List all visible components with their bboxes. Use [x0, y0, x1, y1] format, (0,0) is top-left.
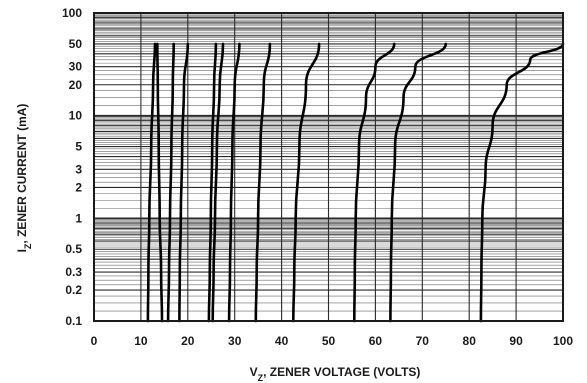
y-tick-label: 20 — [69, 78, 83, 92]
zener-curve — [166, 42, 175, 323]
grid — [94, 13, 563, 322]
x-axis-label: VZ, ZENER VOLTAGE (VOLTS) — [250, 365, 421, 383]
zener-curve — [156, 42, 164, 323]
zener-curve — [146, 42, 157, 323]
zener-curve — [207, 42, 218, 323]
plot-frame — [93, 12, 564, 322]
x-tick-labels: 0 10 20 30 40 50 60 70 80 90 100 — [91, 334, 574, 348]
y-tick-label: 30 — [69, 60, 83, 74]
x-tick-label: 70 — [416, 334, 430, 348]
x-tick-label: 50 — [322, 334, 336, 348]
y-tick-label: 10 — [69, 109, 83, 123]
zener-curve — [254, 42, 272, 323]
y-axis-label: IZ, ZENER CURRENT (mA) — [15, 104, 33, 253]
x-tick-label: 100 — [553, 334, 573, 348]
x-axis-label-main: V — [250, 365, 258, 379]
y-tick-label: 50 — [69, 37, 83, 51]
x-tick-label: 20 — [181, 334, 195, 348]
y-axis-label-rest: , ZENER CURRENT (mA) — [15, 104, 29, 244]
y-tick-label: 0.2 — [65, 283, 82, 297]
zener-curve — [178, 42, 190, 323]
y-tick-label: 0.1 — [65, 314, 82, 328]
y-tick-labels: 100 50 30 20 10 5 3 2 1 0.5 0.3 0.2 0.1 — [62, 6, 82, 328]
x-axis-label-rest: , ZENER VOLTAGE (VOLTS) — [263, 365, 420, 379]
curves — [146, 42, 565, 323]
y-axis-label-main: I — [15, 249, 29, 252]
y-tick-label: 0.5 — [65, 242, 82, 256]
x-tick-label: 40 — [275, 334, 289, 348]
zener-curve — [292, 42, 321, 323]
zener-curve — [227, 42, 241, 323]
zener-curve — [479, 42, 565, 323]
y-tick-label: 3 — [75, 162, 82, 176]
y-tick-label: 5 — [75, 140, 82, 154]
y-tick-label: 1 — [75, 211, 82, 225]
x-axis-label-sub: Z — [258, 373, 264, 383]
y-tick-label: 2 — [75, 180, 82, 194]
x-tick-label: 0 — [91, 334, 98, 348]
x-tick-label: 30 — [228, 334, 242, 348]
x-tick-label: 90 — [509, 334, 523, 348]
y-tick-label: 0.3 — [65, 265, 82, 279]
y-tick-label: 100 — [62, 6, 82, 20]
zener-curve — [353, 42, 396, 323]
x-tick-label: 60 — [369, 334, 383, 348]
zener-curve — [389, 42, 448, 323]
zener-curve — [211, 42, 225, 323]
x-tick-label: 80 — [463, 334, 477, 348]
x-tick-label: 10 — [134, 334, 148, 348]
y-axis-label-sub: Z — [23, 243, 33, 249]
